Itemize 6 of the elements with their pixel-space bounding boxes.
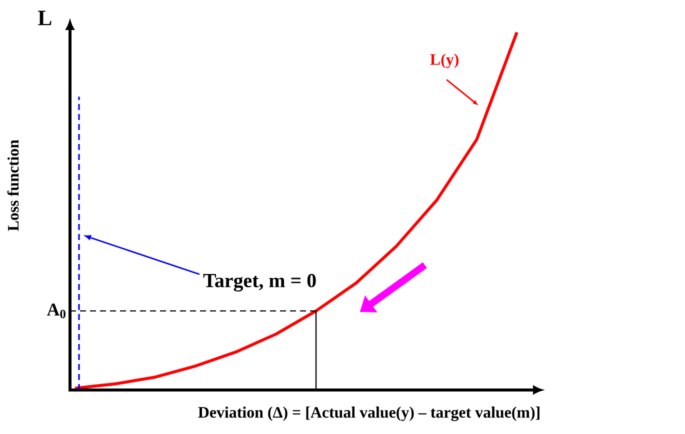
text: L(y)	[430, 54, 458, 68]
text: L	[38, 10, 52, 26]
x-axis-title: Deviation (Δ) = [Actual value(y) – target value(m)]	[198, 406, 540, 422]
y-axis-title: Loss function	[7, 140, 19, 231]
annotation: Target, m = 0	[203, 274, 316, 292]
ref-line-label: A$_{0}$	[46, 304, 66, 318]
